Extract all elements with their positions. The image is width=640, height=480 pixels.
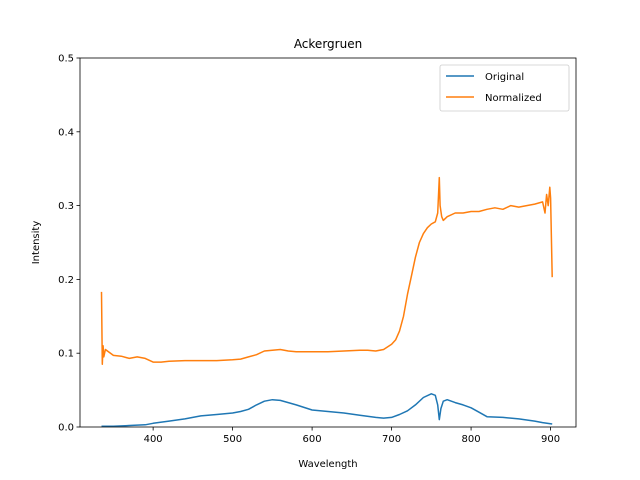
x-tick-label: 500	[223, 434, 242, 445]
x-tick-label: 900	[541, 434, 560, 445]
x-tick-label: 400	[144, 434, 163, 445]
series-line-original	[101, 393, 553, 428]
chart-title: Ackergruen	[294, 37, 362, 51]
x-tick-label: 600	[303, 434, 322, 445]
y-tick-label: 0.2	[58, 275, 74, 286]
axes-frame	[79, 57, 577, 428]
x-axis-label: Wavelength	[298, 459, 357, 470]
legend-label: Original	[485, 72, 524, 83]
x-tick-label: 700	[382, 434, 401, 445]
y-tick-label: 0.4	[58, 127, 74, 138]
legend-label: Normalized	[485, 93, 542, 104]
y-tick-label: 0.0	[58, 423, 74, 434]
plot-area	[100, 176, 553, 428]
y-axis-label: Intensity	[31, 221, 42, 265]
legend: Original Normalized	[439, 64, 570, 112]
y-tick-label: 0.1	[58, 349, 74, 360]
x-tick-label: 800	[462, 434, 481, 445]
y-tick-label: 0.5	[58, 54, 74, 65]
y-tick-label: 0.3	[58, 201, 74, 212]
series-line-normalized	[100, 176, 553, 366]
